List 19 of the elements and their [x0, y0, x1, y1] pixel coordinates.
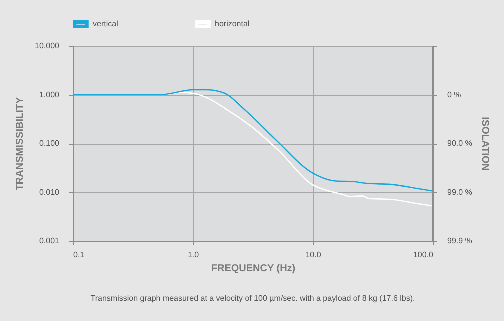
x-tick-label: 100.0 — [413, 250, 434, 260]
x-tick-label: 0.1 — [74, 250, 86, 260]
y-tick-label: 1.000 — [39, 90, 60, 100]
y2-axis-title: ISOLATION — [479, 117, 490, 171]
category-label: 99.9 % — [448, 236, 472, 246]
x-axis-title: FREQUENCY (Hz) — [211, 264, 296, 274]
y-tick-label: 0.001 — [39, 236, 60, 246]
category-label: 90.0 % — [448, 139, 472, 148]
x-tick-label: 1.0 — [188, 250, 200, 260]
x-tick-label: 10.0 — [306, 250, 322, 260]
y-tick-label: 0.010 — [39, 188, 60, 197]
category-label: 0 % — [448, 90, 462, 100]
y-tick-label: 0.100 — [39, 139, 60, 148]
y-axis-title: TRANSMISSIBILITY — [15, 97, 26, 191]
legend-label: horizontal — [215, 19, 250, 28]
y-tick-label: 10.000 — [35, 42, 60, 50]
text: Transmission graph measured at a velocity of 100 µm/sec. with a payload of 8 kg (17.6 lbs). — [90, 294, 416, 303]
legend-label: vertical — [93, 19, 119, 28]
category-label: 99.0 % — [448, 188, 472, 197]
